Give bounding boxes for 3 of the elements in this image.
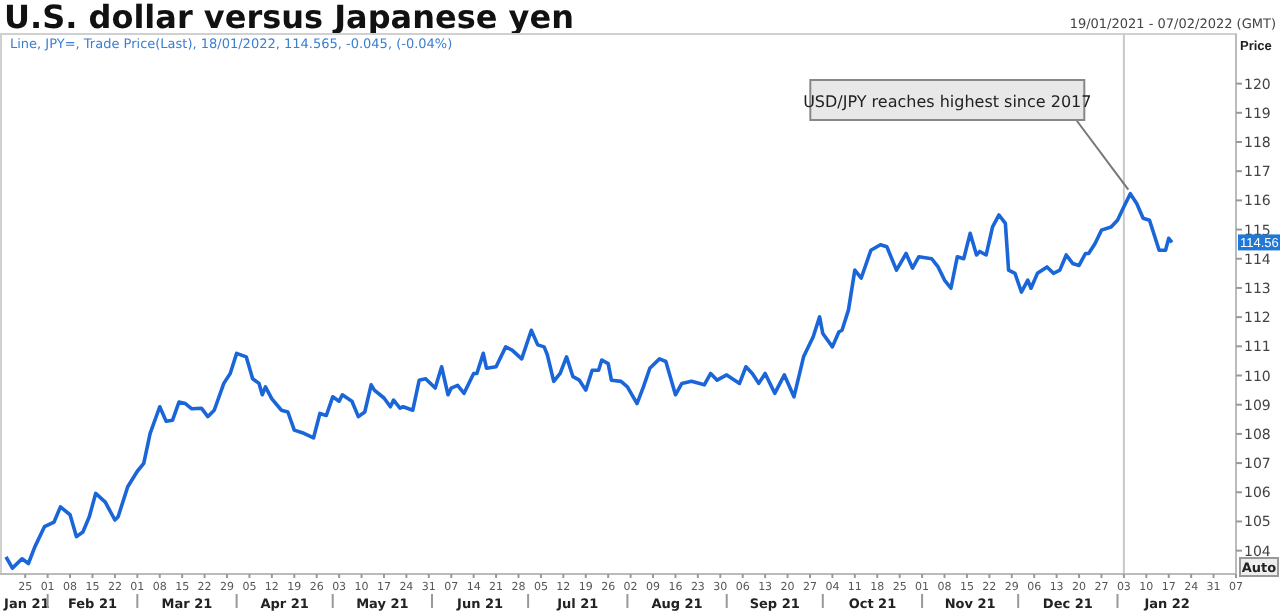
line-series — [4, 191, 1174, 570]
chart-title: U.S. dollar versus Japanese yen — [4, 0, 574, 36]
annotation: USD/JPY reaches highest since 2017 — [803, 93, 1092, 111]
